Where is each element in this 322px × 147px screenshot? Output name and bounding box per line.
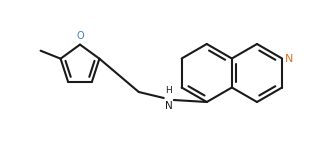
Text: N: N <box>285 54 293 64</box>
Text: N: N <box>165 101 173 111</box>
Text: H: H <box>166 86 172 95</box>
Text: O: O <box>76 31 84 41</box>
